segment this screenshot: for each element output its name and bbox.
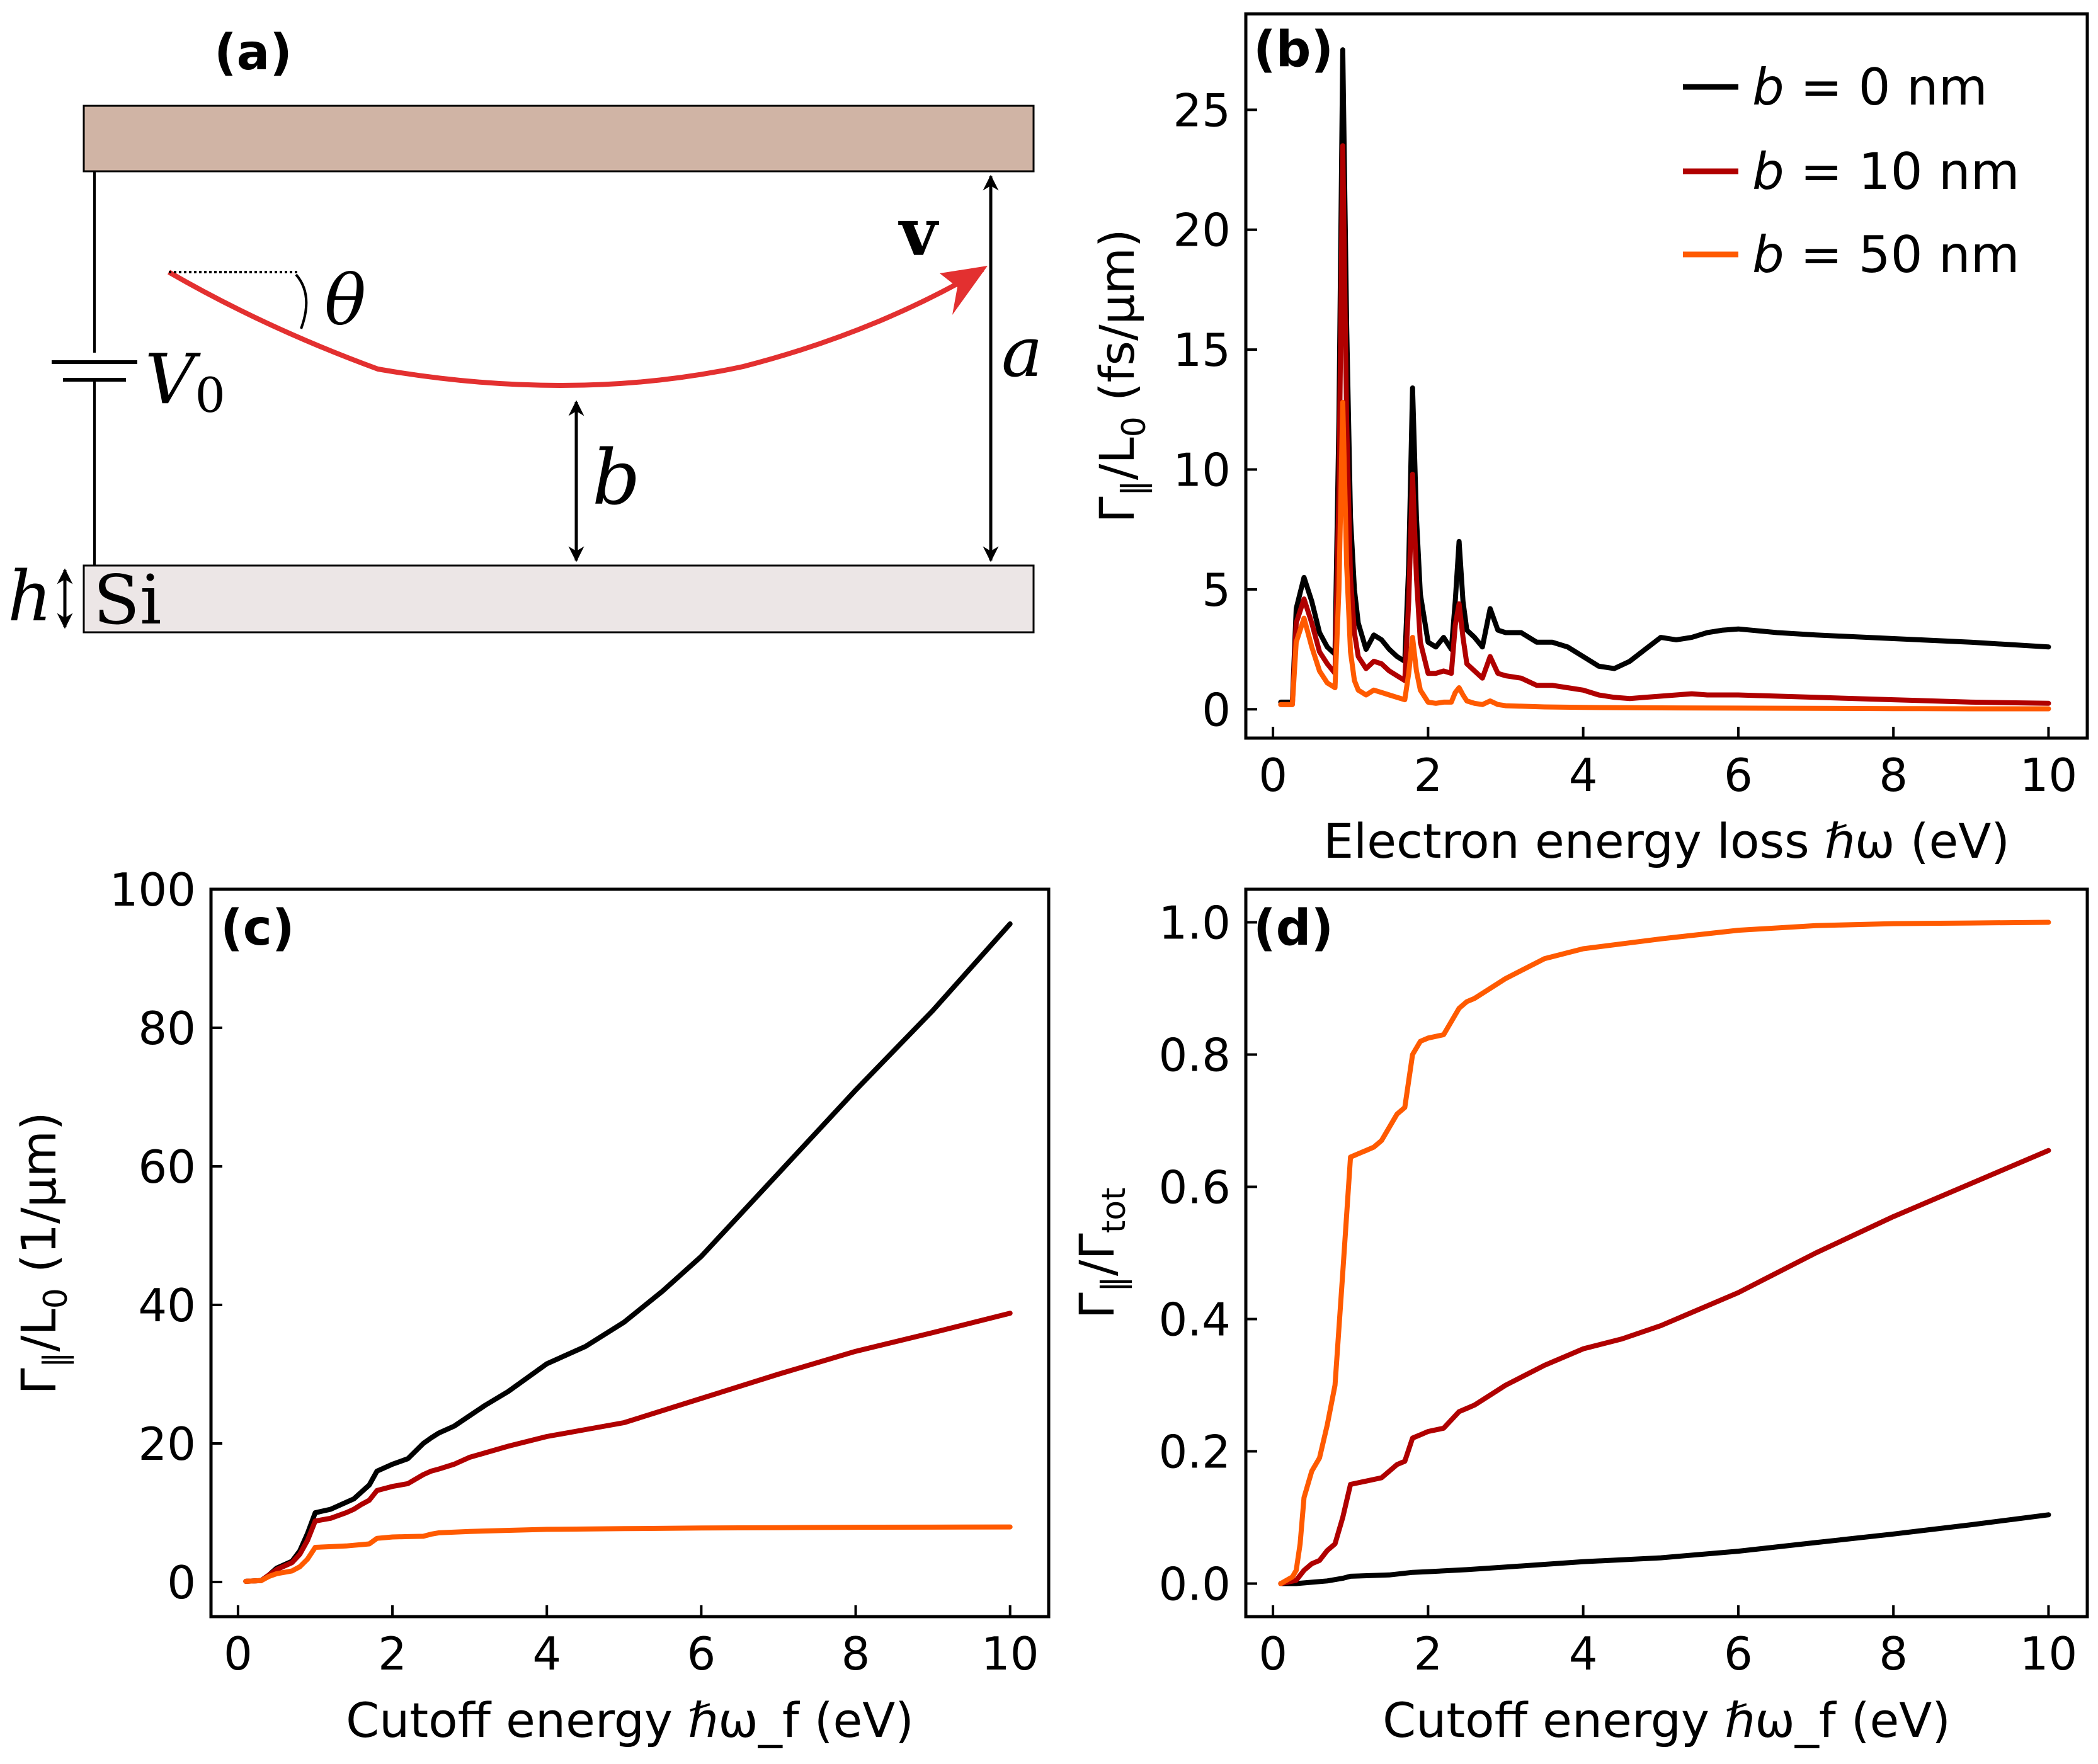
panel-d-chart: 0 2 4 6 8 10 0.0 0.2 0.4 0.6 0.8 1.0 (d) Cutoff en…: [1069, 887, 2089, 1748]
panel-b-y-ticks: 0 5 10 15 20 25: [1173, 84, 1257, 736]
panel-b-x-axis-label: Electron energy loss ℏω (eV): [1323, 813, 2010, 869]
velocity-arrowhead: [940, 266, 988, 315]
legend: b = 0 nm b = 10 nm b = 50 nm: [1683, 58, 2020, 284]
panel-b-x-tick-label: 0: [1258, 749, 1287, 802]
panel-b-y-tick-label: 15: [1173, 324, 1231, 377]
panel-b-axes-frame: [1244, 12, 2089, 740]
panel-c-y-tick-label: 100: [110, 863, 196, 916]
velocity-label: v: [898, 193, 940, 271]
panel-b-x-tick-label: 6: [1724, 749, 1753, 802]
panel-b-series-b0: [1278, 47, 2051, 705]
panel-c-x-axis-label: Cutoff energy ℏω_f (eV): [346, 1692, 914, 1748]
panel-b-x-tick-label: 8: [1879, 749, 1908, 802]
panel-d-x-tick-label: 2: [1413, 1627, 1442, 1680]
legend-label-b0: b = 0 nm: [1752, 58, 1988, 117]
panel-d-y-tick-label: 0.0: [1158, 1558, 1231, 1611]
panel-c-series-b50: [243, 1524, 1013, 1584]
panel-c-y-tick-label: 0: [167, 1556, 196, 1609]
electron-trajectory: [167, 267, 984, 389]
a-label: a: [1001, 312, 1043, 392]
panel-d-axes-frame: [1244, 887, 2089, 1619]
panel-c-series: [243, 921, 1013, 1584]
panel-label-c: (c): [220, 900, 295, 957]
voltage-label: V0: [145, 339, 225, 423]
panel-d-series-b0: [1278, 1512, 2051, 1586]
si-label: Si: [93, 561, 162, 640]
panel-d-series-b10: [1278, 1147, 2051, 1586]
panel-c-x-tick-label: 2: [378, 1627, 407, 1680]
panel-d-y-axis-label: Γ∥/Γtot: [1069, 1188, 1133, 1319]
legend-entry-b0: b = 0 nm: [1683, 58, 1988, 117]
panel-d-x-tick-label: 4: [1569, 1627, 1598, 1680]
panel-b-y-tick-label: 0: [1202, 683, 1231, 736]
panel-d-y-tick-label: 0.8: [1158, 1029, 1231, 1082]
panel-d-x-ticks: 0 2 4 6 8 10: [1258, 1605, 2077, 1680]
legend-label-b10: b = 10 nm: [1752, 142, 2020, 201]
panel-b-y-tick-label: 20: [1173, 204, 1231, 257]
top-plate: [83, 105, 1035, 173]
panel-c-series-b10: [243, 1311, 1013, 1584]
panel-c-y-ticks: 0 20 40 60 80 100: [110, 863, 222, 1609]
panel-d-y-tick-label: 0.4: [1158, 1294, 1231, 1346]
panel-c-y-tick-label: 60: [138, 1141, 196, 1193]
panel-d-y-tick-label: 0.2: [1158, 1426, 1231, 1479]
si-plate: [83, 564, 1035, 634]
panel-b-x-tick-label: 2: [1413, 749, 1442, 802]
panel-c-x-tick-label: 8: [841, 1627, 870, 1680]
panel-b-x-ticks: 0 2 4 6 8 10: [1258, 727, 2077, 802]
panel-b-x-tick-label: 10: [2020, 749, 2078, 802]
panel-b-x-tick-label: 4: [1569, 749, 1598, 802]
panel-c-y-axis-label: Γ∥/L0 (1/μm): [11, 1112, 75, 1394]
panel-b-y-tick-label: 5: [1202, 564, 1231, 617]
panel-d-x-tick-label: 6: [1724, 1627, 1753, 1680]
panel-b-y-tick-label: 25: [1173, 84, 1231, 137]
angle-arc: [295, 273, 308, 329]
panel-label-d: (d): [1253, 900, 1333, 957]
panel-d-y-tick-label: 1.0: [1158, 897, 1231, 950]
panel-d-y-ticks: 0.0 0.2 0.4 0.6 0.8 1.0: [1158, 897, 1257, 1611]
panel-b-series-b50: [1278, 399, 2051, 712]
panel-c-series-b0: [243, 921, 1013, 1584]
panel-c-chart: 0 2 4 6 8 10 0 20 40 60 80 100 (c) Cutoff energy ℏ…: [11, 863, 1051, 1748]
panel-c-x-tick-label: 4: [532, 1627, 561, 1680]
panel-d-y-tick-label: 0.6: [1158, 1161, 1231, 1214]
panel-c-axes-frame: [209, 887, 1051, 1619]
panel-c-x-tick-label: 0: [224, 1627, 253, 1680]
panel-c-y-tick-label: 80: [138, 1002, 196, 1055]
panel-d-x-tick-label: 0: [1258, 1627, 1287, 1680]
panel-d-series: [1278, 919, 2051, 1586]
legend-entry-b10: b = 10 nm: [1683, 142, 2020, 201]
panel-b-series-b10: [1278, 143, 2051, 707]
panel-b-series: [1278, 47, 2051, 712]
angle-label: θ: [324, 260, 366, 341]
voltage-subscript: 0: [195, 367, 225, 423]
panel-c-x-ticks: 0 2 4 6 8 10: [224, 1605, 1039, 1680]
panel-d-series-b50: [1278, 919, 2051, 1586]
panel-b-chart: 0 2 4 6 8 10 0 5 10 15 20 25 (b) Electron energy l…: [1089, 12, 2089, 869]
panel-label-b: (b): [1253, 21, 1333, 78]
h-label: h: [8, 556, 52, 637]
panel-d-x-axis-label: Cutoff energy ℏω_f (eV): [1383, 1692, 1951, 1748]
panel-c-y-tick-label: 40: [138, 1279, 196, 1332]
legend-label-b50: b = 50 nm: [1752, 225, 2020, 284]
panel-d-x-tick-label: 10: [2020, 1627, 2078, 1680]
panel-c-x-tick-label: 10: [981, 1627, 1039, 1680]
panel-c-y-tick-label: 20: [138, 1418, 196, 1471]
panel-label-a: (a): [214, 25, 292, 81]
b-label: b: [592, 435, 641, 522]
panel-c-x-tick-label: 6: [687, 1627, 715, 1680]
panel-d-x-tick-label: 8: [1879, 1627, 1908, 1680]
panel-b-y-axis-label: Γ∥/L0 (fs/μm): [1089, 229, 1153, 523]
panel-a-diagram: (a) V0 v θ b a h Si: [8, 25, 1043, 640]
panel-b-y-tick-label: 10: [1173, 444, 1231, 497]
legend-entry-b50: b = 50 nm: [1683, 225, 2020, 284]
